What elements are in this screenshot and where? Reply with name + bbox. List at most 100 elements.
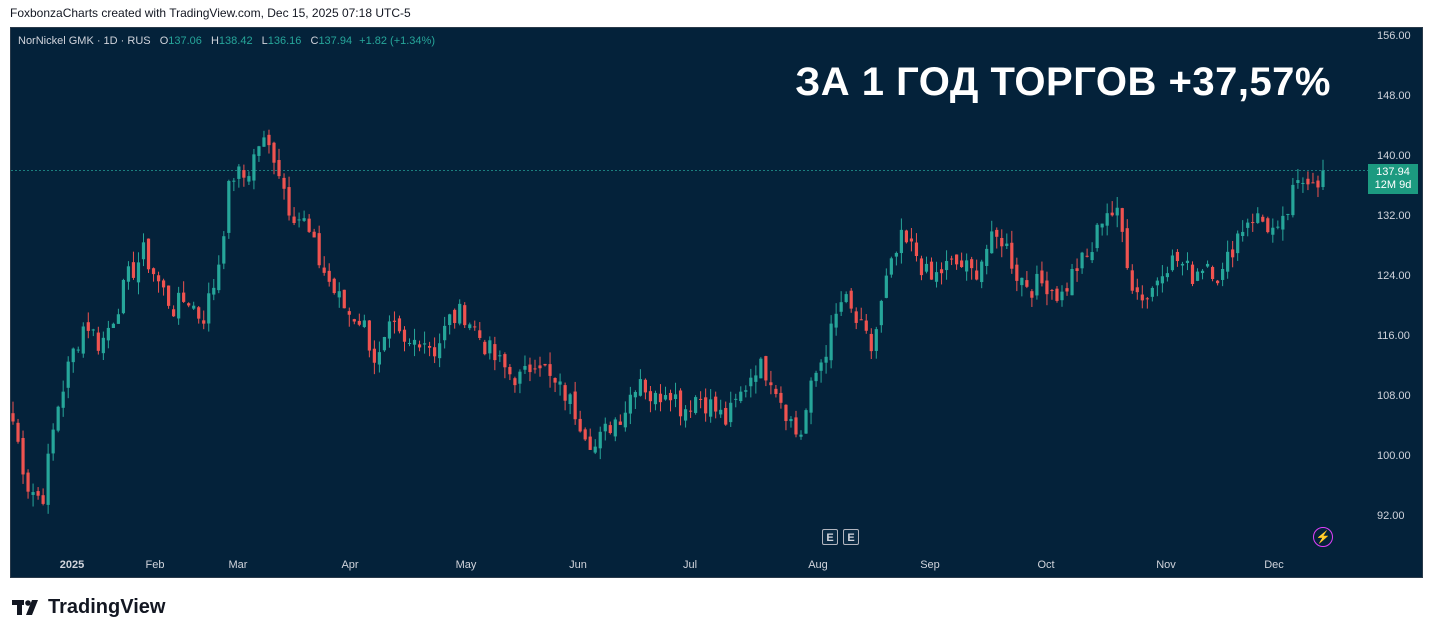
candle (1125, 219, 1129, 270)
candle (924, 256, 929, 274)
chart-pane[interactable] (10, 27, 1423, 578)
x-tick-label: Sep (920, 559, 940, 571)
candle (724, 401, 728, 426)
x-tick-label: May (456, 559, 477, 571)
candle (61, 380, 65, 417)
candle (488, 336, 492, 360)
y-tick-label: 116.00 (1377, 330, 1410, 342)
candle (678, 388, 683, 426)
symbol-legend[interactable]: NorNickel GMK · 1D · RUS O137.06 H138.42… (18, 35, 435, 47)
candle (734, 393, 738, 408)
candle (1306, 171, 1310, 191)
candle (1045, 271, 1049, 306)
candle (1145, 297, 1149, 309)
low-value: 136.16 (267, 35, 302, 47)
candle (970, 256, 974, 280)
candle (151, 267, 156, 282)
candle (292, 207, 296, 226)
candle (1080, 251, 1084, 274)
change-value: +1.82 (+1.34%) (359, 35, 435, 47)
candle (794, 410, 798, 438)
candle (382, 336, 387, 352)
candle (1236, 230, 1240, 261)
y-tick-label: 100.00 (1377, 450, 1411, 462)
candle (11, 401, 15, 425)
lightning-icon[interactable]: ⚡ (1313, 527, 1333, 547)
candle (312, 228, 316, 238)
candle (1200, 269, 1205, 280)
candle (468, 322, 472, 331)
candle (187, 302, 191, 308)
candle (182, 281, 186, 303)
candle (257, 145, 261, 162)
candle (814, 370, 818, 387)
candle (1316, 175, 1320, 198)
candle (177, 286, 181, 325)
candle (774, 385, 778, 398)
candle (789, 416, 793, 428)
headline-annotation: ЗА 1 ГОД ТОРГОВ +37,57% (795, 60, 1331, 104)
y-tick-label: 156.00 (1377, 30, 1411, 42)
candle (1251, 213, 1255, 232)
x-tick-label: Oct (1037, 559, 1054, 571)
bar-countdown: 12M 9d (1374, 179, 1412, 191)
candle (1000, 229, 1004, 258)
candle (463, 302, 467, 329)
candle (1020, 277, 1024, 297)
candle (849, 288, 853, 313)
candle (307, 214, 311, 233)
earnings-event-badge[interactable]: E (843, 529, 859, 545)
candle (101, 331, 105, 360)
candle (478, 322, 482, 341)
candle (1226, 240, 1230, 279)
candle (282, 173, 286, 200)
candle (483, 339, 487, 356)
candle (1321, 159, 1325, 191)
candle (588, 428, 592, 450)
candle (754, 365, 758, 394)
candle (242, 164, 246, 187)
x-tick-label: Feb (146, 559, 165, 571)
candle (633, 390, 637, 409)
x-tick-label: Jun (569, 559, 587, 571)
candle (764, 355, 768, 387)
candle (809, 377, 813, 425)
candle (508, 364, 512, 381)
candle (1246, 218, 1250, 237)
candle (844, 291, 848, 304)
candle (869, 328, 873, 359)
y-tick-label: 124.00 (1377, 270, 1411, 282)
candle (1241, 220, 1245, 242)
candle (1296, 168, 1300, 189)
earnings-event-badge[interactable]: E (822, 529, 838, 545)
candle (934, 261, 939, 288)
candle (1035, 265, 1039, 300)
candle (854, 307, 858, 330)
candle (1060, 285, 1064, 307)
candle (548, 352, 552, 388)
last-price-value: 137.94 (1376, 166, 1410, 178)
candle (503, 352, 507, 379)
candle (668, 389, 673, 412)
candle (277, 148, 281, 179)
candle (222, 231, 226, 270)
candle (995, 227, 999, 249)
candle (1110, 201, 1114, 217)
candle (322, 256, 326, 276)
candle (433, 337, 437, 364)
candle (387, 315, 392, 348)
candle (965, 253, 969, 281)
candle (874, 326, 878, 359)
candle (1215, 279, 1220, 286)
candle (417, 340, 422, 352)
candle (422, 331, 427, 354)
candle (1281, 206, 1285, 241)
candle (598, 426, 602, 460)
candle (262, 130, 266, 147)
candle (739, 386, 743, 404)
tradingview-logo[interactable]: TradingView (12, 596, 165, 619)
candle (699, 391, 703, 409)
candle (889, 256, 893, 278)
candle (648, 385, 653, 413)
